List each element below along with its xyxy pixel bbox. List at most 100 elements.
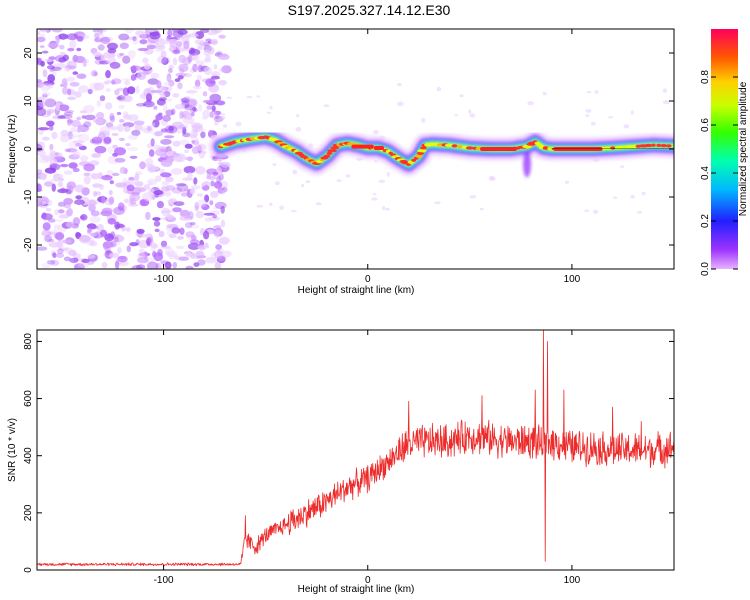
noise-blob: [205, 54, 211, 60]
ridge-hotspot: [417, 149, 427, 153]
noise-blob: [161, 245, 171, 249]
noise-blob: [221, 186, 228, 193]
noise-blob: [152, 144, 161, 150]
colorbar-tick-label: 0.4: [700, 166, 711, 180]
noise-blob: [145, 237, 151, 246]
noise-blob: [107, 48, 117, 54]
noise-blob: [99, 184, 104, 190]
noise-blob: [37, 143, 43, 152]
noise-blob: [178, 139, 190, 146]
noise-blob: [193, 177, 198, 185]
noise-blob: [166, 251, 178, 257]
noise-blob: [154, 130, 164, 137]
noise-blob: [210, 190, 219, 199]
noise-blob: [160, 185, 167, 192]
noise-blob: [52, 252, 57, 258]
noise-blob: [160, 172, 172, 178]
noise-blob: [195, 165, 206, 175]
noise-blob: [71, 133, 82, 138]
noise-blob: [166, 75, 172, 83]
noise-blob: [46, 199, 53, 207]
noise-blob: [192, 63, 198, 73]
noise-blob: [125, 143, 131, 147]
frequency-ridge: [208, 125, 674, 178]
noise-blob: [109, 112, 115, 121]
noise-blob: [75, 195, 83, 200]
noise-blob: [211, 29, 223, 34]
snr-x-tick-label: 100: [564, 575, 581, 586]
noise-blob: [58, 33, 69, 40]
noise-blob: [126, 184, 135, 192]
noise-region: [37, 29, 672, 269]
noise-blob: [109, 180, 115, 185]
noise-blob: [185, 265, 194, 269]
noise-blob: [212, 171, 219, 176]
stray-dot: [256, 95, 261, 98]
noise-blob: [177, 75, 184, 80]
noise-blob: [52, 68, 57, 77]
noise-blob: [43, 181, 54, 187]
noise-blob: [50, 150, 59, 158]
noise-blob: [158, 96, 167, 102]
noise-blob: [67, 48, 75, 52]
stray-dot: [266, 111, 272, 114]
colorbar-tick-label: 0.0: [700, 262, 711, 276]
noise-blob: [189, 98, 198, 108]
noise-blob: [55, 102, 60, 111]
noise-blob: [171, 29, 181, 33]
noise-blob: [37, 127, 50, 131]
noise-blob: [59, 51, 66, 56]
noise-blob: [77, 133, 90, 142]
noise-blob: [164, 190, 172, 197]
noise-blob: [59, 44, 65, 50]
stray-dot: [235, 121, 242, 127]
noise-blob: [205, 256, 217, 264]
noise-blob: [57, 181, 64, 188]
noise-blob: [194, 79, 201, 88]
noise-blob: [155, 113, 163, 121]
noise-blob: [114, 236, 119, 243]
noise-blob: [60, 163, 69, 168]
noise-blob: [83, 121, 92, 128]
noise-blob: [116, 53, 123, 59]
noise-blob: [112, 172, 120, 177]
stray-dot: [662, 100, 670, 105]
noise-blob: [51, 131, 58, 140]
noise-blob: [156, 45, 166, 50]
noise-blob: [148, 149, 155, 157]
noise-blob: [126, 245, 131, 253]
noise-blob: [219, 68, 227, 73]
noise-blob: [105, 102, 113, 110]
ridge-peak-bar: [553, 147, 603, 151]
noise-blob: [69, 39, 77, 49]
noise-blob: [189, 47, 196, 54]
noise-blob: [206, 105, 213, 110]
noise-blob: [93, 71, 98, 77]
noise-blob: [152, 119, 160, 128]
noise-blob: [208, 216, 221, 221]
stray-dot: [636, 211, 643, 214]
noise-blob: [89, 82, 101, 91]
noise-blob: [216, 100, 226, 106]
ridge-hotspot: [326, 151, 333, 155]
noise-blob: [191, 146, 200, 155]
noise-blob: [195, 31, 205, 40]
stray-dot: [295, 126, 302, 132]
noise-blob: [202, 109, 210, 119]
noise-blob: [129, 193, 141, 202]
noise-blob: [40, 83, 51, 92]
noise-blob: [131, 129, 141, 137]
noise-blob: [118, 261, 129, 267]
noise-blob: [107, 155, 120, 165]
noise-blob: [218, 34, 226, 39]
noise-blob: [92, 117, 104, 124]
noise-blob: [139, 161, 146, 170]
noise-blob: [94, 37, 103, 43]
noise-blob: [48, 83, 53, 89]
noise-blob: [104, 233, 114, 242]
noise-blob: [63, 170, 73, 175]
noise-blob: [205, 38, 212, 42]
noise-blob: [183, 104, 194, 111]
noise-blob: [98, 132, 106, 141]
noise-blob: [182, 114, 189, 120]
